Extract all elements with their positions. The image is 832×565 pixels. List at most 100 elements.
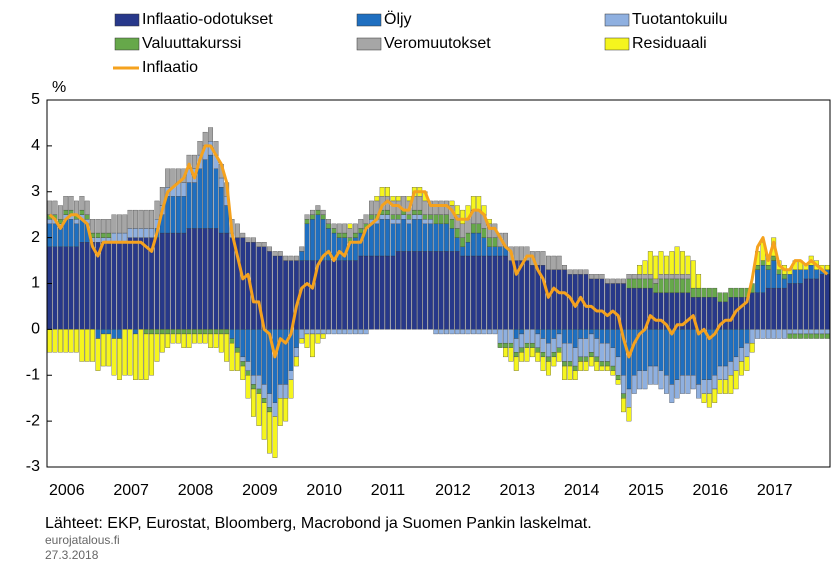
bar-segment	[535, 352, 541, 362]
x-tick-label: 2011	[371, 482, 406, 499]
bar-segment	[208, 228, 214, 330]
bar-segment	[149, 333, 155, 376]
bar-segment	[631, 274, 637, 280]
bar-segment	[594, 361, 600, 371]
bar-segment	[765, 269, 771, 289]
bar-segment	[90, 329, 96, 362]
bar-segment	[594, 274, 600, 280]
bar-segment	[487, 329, 492, 335]
bar-segment	[588, 274, 594, 280]
bar-segment	[798, 329, 803, 335]
bar-segment	[336, 260, 342, 330]
bar-segment	[685, 329, 691, 376]
bar-segment	[615, 278, 621, 284]
bar-segment	[771, 255, 777, 261]
bar-segment	[133, 329, 138, 335]
bar-segment	[385, 209, 390, 215]
bar-segment	[229, 329, 235, 339]
bar-segment	[755, 269, 761, 293]
bar-segment	[605, 365, 610, 371]
bar-segment	[588, 333, 594, 353]
bar-segment	[680, 274, 685, 280]
legend-label: Tuotantokuilu	[632, 11, 727, 28]
bar-segment	[588, 329, 594, 335]
bar-segment	[449, 219, 455, 229]
bar-segment	[454, 251, 460, 330]
bar-segment	[100, 329, 106, 335]
bar-segment	[540, 356, 546, 371]
bar-segment	[422, 251, 428, 330]
bar-segment	[310, 214, 315, 220]
bar-segment	[304, 219, 310, 225]
bar-segment	[213, 329, 219, 335]
bar-segment	[95, 329, 101, 339]
bar-segment	[765, 287, 771, 330]
bar-segment	[283, 260, 289, 330]
bar-segment	[79, 329, 85, 362]
bar-segment	[824, 333, 830, 339]
bar-segment	[186, 154, 192, 169]
bar-segment	[776, 274, 782, 289]
bar-segment	[792, 329, 798, 335]
bar-segment	[379, 214, 385, 220]
bar-segment	[465, 255, 471, 330]
bar-segment	[519, 260, 525, 330]
bar-segment	[701, 297, 707, 330]
bar-segment	[57, 329, 63, 353]
bar-segment	[562, 365, 567, 380]
bar-segment	[261, 398, 267, 403]
bar-segment	[240, 365, 246, 380]
bar-segment	[116, 338, 122, 380]
bar-segment	[647, 251, 653, 275]
x-tick-label: 2006	[49, 482, 85, 499]
bar-segment	[111, 329, 117, 339]
bar-segment	[417, 209, 423, 215]
bar-segment	[792, 269, 798, 284]
bar-segment	[438, 223, 444, 252]
bar-segment	[765, 329, 771, 339]
bar-segment	[524, 246, 530, 261]
bar-segment	[556, 347, 562, 353]
bar-segment	[401, 251, 407, 330]
bar-segment	[213, 168, 219, 229]
bar-segment	[819, 274, 825, 330]
bar-segment	[138, 209, 144, 229]
bar-segment	[824, 274, 830, 330]
bar-segment	[583, 329, 589, 339]
bar-segment	[680, 278, 685, 293]
bar-segment	[696, 384, 702, 399]
bar-segment	[728, 329, 734, 362]
x-tick-label: 2015	[628, 482, 664, 499]
bar-segment	[760, 292, 766, 330]
bar-segment	[395, 223, 401, 252]
bar-segment	[712, 375, 718, 390]
bar-segment	[310, 260, 315, 330]
bar-segment	[519, 329, 525, 335]
legend-swatch	[356, 37, 382, 51]
bar-segment	[781, 274, 787, 280]
bar-segment	[395, 251, 401, 330]
bar-segment	[379, 255, 385, 330]
bar-segment	[358, 228, 364, 234]
bar-segment	[706, 393, 712, 408]
legend-swatch	[356, 13, 382, 27]
bar-segment	[690, 375, 696, 390]
bar-segment	[428, 251, 433, 330]
bar-segment	[390, 255, 396, 330]
bar-segment	[224, 333, 230, 362]
bar-segment	[524, 329, 530, 344]
bar-segment	[315, 329, 321, 335]
bar-segment	[401, 214, 407, 220]
bar-segment	[406, 219, 412, 225]
bar-segment	[417, 214, 423, 220]
bar-segment	[776, 329, 782, 339]
bar-segment	[594, 356, 600, 362]
bar-segment	[653, 329, 659, 367]
bar-segment	[454, 228, 460, 238]
bar-segment	[149, 329, 155, 335]
line	[48, 144, 829, 359]
bar-segment	[192, 333, 197, 344]
bar-segment	[685, 255, 691, 275]
bar-segment	[663, 278, 669, 293]
bar-segment	[234, 223, 240, 238]
